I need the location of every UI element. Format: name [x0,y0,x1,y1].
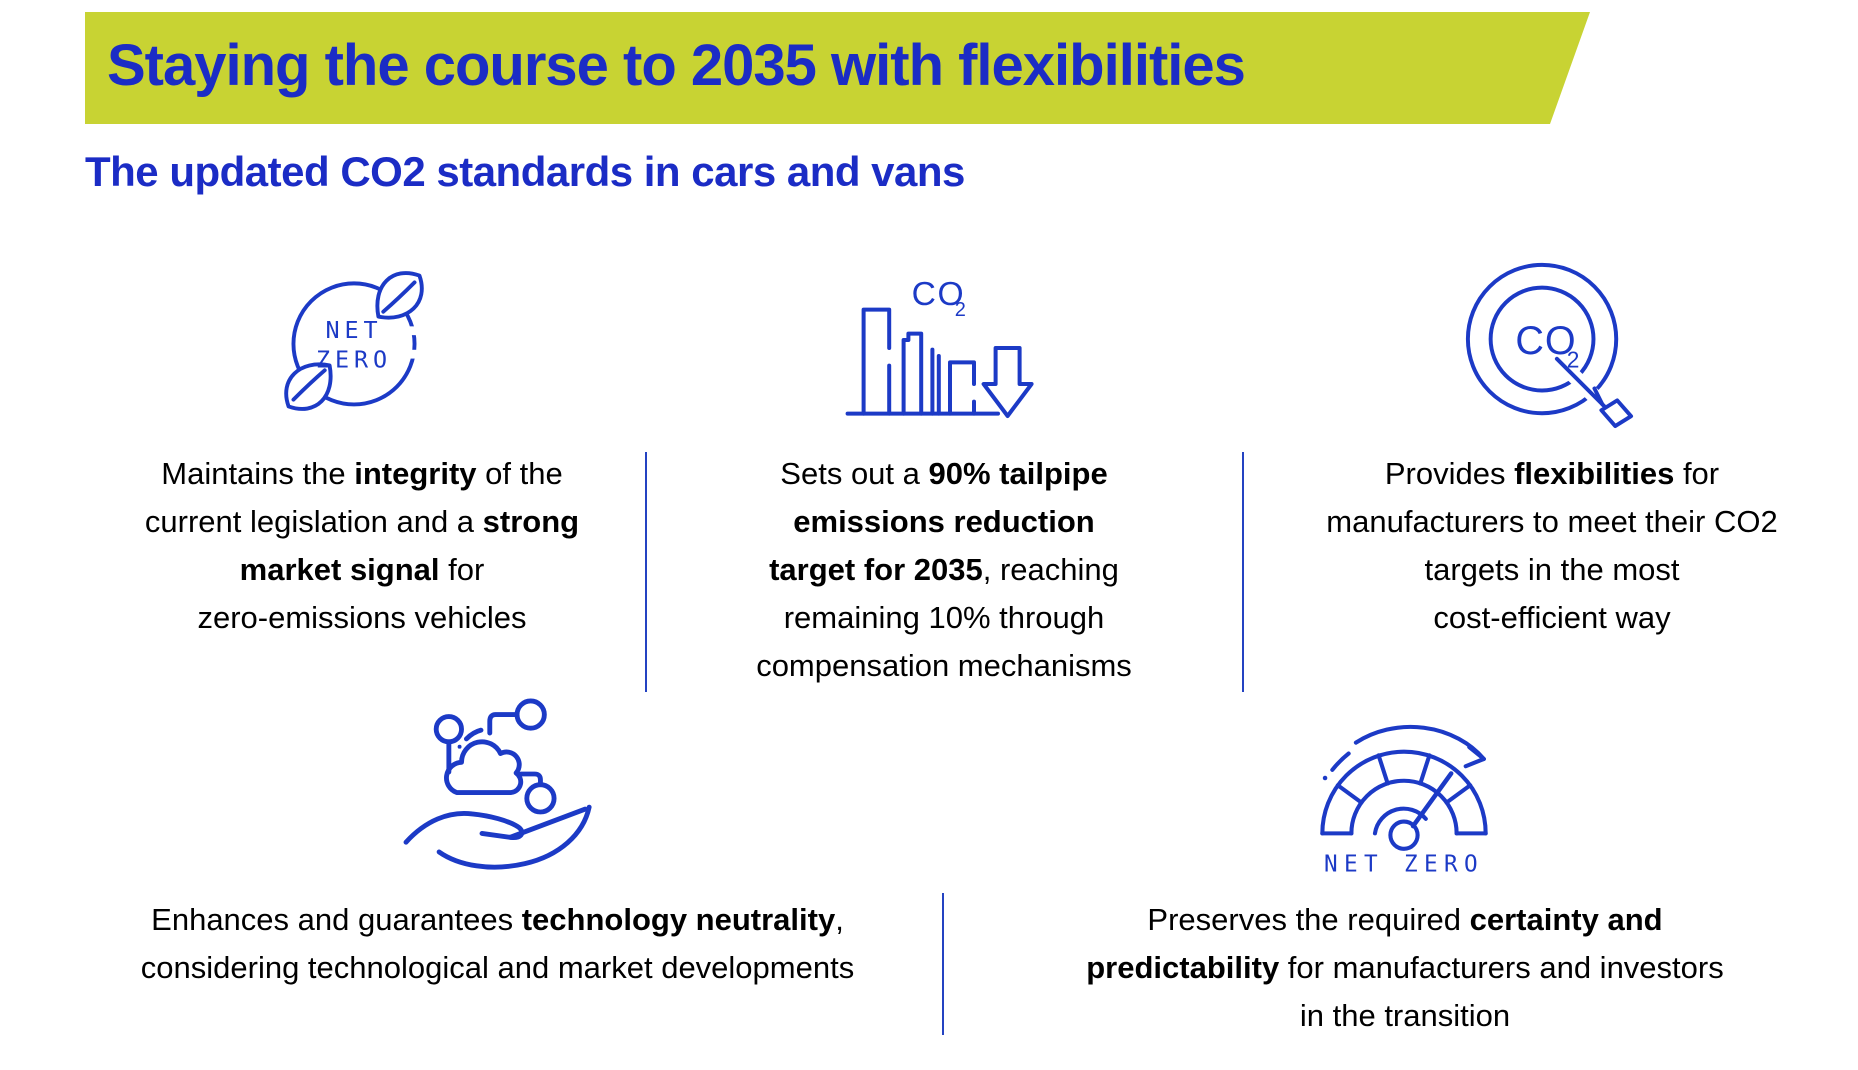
card-text-flexibilities: Provides flexibilities for manufacturers… [1326,456,1778,635]
net-zero-text-line2: ZERO [316,345,392,373]
cloud [444,739,524,795]
co2-label-sub: 2 [955,299,966,321]
co2-target-label: CO [1515,319,1576,363]
co2-reduction-chart-icon: CO 2 [838,260,1038,428]
card-text-integrity: Maintains the integrity of the current l… [144,456,580,635]
target-inner-ring [1488,285,1596,393]
gauge-needle-hub [1388,819,1420,851]
co2-target-label-sub: 2 [1567,347,1580,373]
bar-4 [948,360,976,416]
card-text-tailpipe-target: Sets out a 90% tailpipe emissions reduct… [756,456,1132,683]
net-zero-gauge-icon: NET ZERO [1290,690,1518,876]
node-bottom-right [524,782,557,815]
page-subtitle: The updated CO2 standards in cars and va… [85,148,965,195]
bar-2 [901,331,924,416]
co2-target-arrow-icon: CO 2 [1458,255,1636,433]
node-top-right [514,698,547,731]
net-zero-leaves-icon: NET ZERO [271,258,437,424]
bar-3 [930,347,941,416]
target-outer-ring [1465,262,1619,416]
divider-3 [942,893,944,1035]
node-top-left [433,714,464,745]
bar-1 [861,307,892,416]
gauge-arrow-head [1463,745,1486,769]
title-banner: Staying the course to 2035 with flexibil… [85,12,1590,124]
card-text-certainty: Preserves the required certainty and pre… [1086,902,1724,1033]
net-zero-text-line1: NET [326,316,383,344]
gauge-net-zero-label: NET ZERO [1324,851,1484,876]
gauge-outer-arc [1320,749,1488,836]
gauge-needle [1410,771,1454,829]
page-title: Staying the course to 2035 with flexibil… [107,32,1245,98]
hand-top-edge [403,811,525,845]
co2-label: CO [912,276,966,313]
hand-cloud-technology-icon [398,698,603,888]
down-arrow [981,346,1034,418]
card-text-technology-neutrality: Enhances and guarantees technology neutr… [140,902,855,985]
divider-2 [1242,452,1244,692]
gauge-inner-arc [1349,778,1459,836]
hand-palm-curve [436,804,592,870]
arrow-fletching [1599,398,1634,429]
divider-1 [645,452,647,692]
